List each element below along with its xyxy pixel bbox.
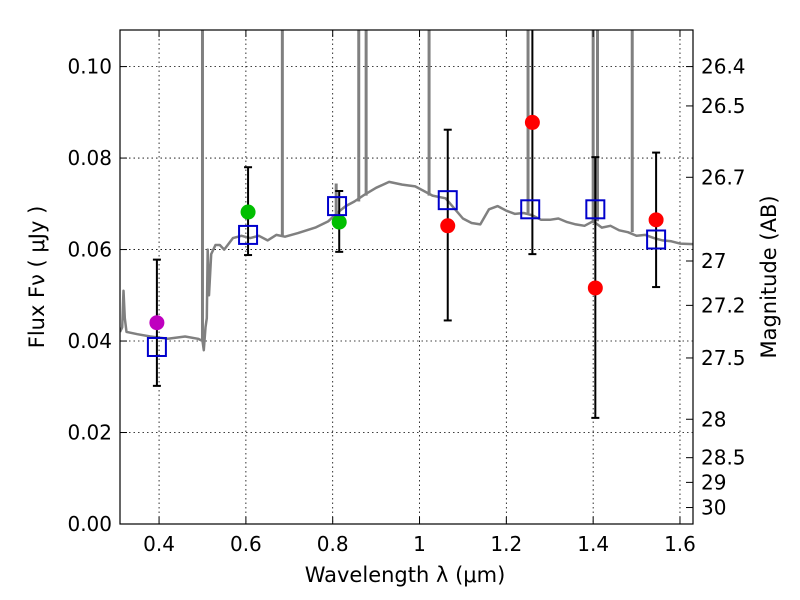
right-axis-label: Magnitude (AB) <box>757 195 781 358</box>
model-point <box>146 336 167 357</box>
plot-series <box>120 30 693 419</box>
y-tick-label: 0.06 <box>67 238 112 262</box>
y-axis-label: Flux Fν ( μJy ) <box>25 206 49 349</box>
y-tick-label: 0.00 <box>67 512 112 536</box>
sed-line <box>120 180 693 352</box>
mag-tick-label: 27.2 <box>701 293 746 317</box>
y-tick-label: 0.02 <box>67 421 112 445</box>
mag-tick-label: 28.5 <box>701 446 746 470</box>
observed-point <box>149 315 165 331</box>
x-tick-label: 1.6 <box>664 532 696 556</box>
model-point <box>646 229 667 250</box>
observed-point <box>331 214 347 230</box>
mag-tick-label: 26.4 <box>701 55 746 79</box>
mag-tick-label: 29 <box>701 470 726 494</box>
mag-tick-label: 26.7 <box>701 165 746 189</box>
model-point <box>238 224 259 245</box>
observed-point <box>648 212 664 228</box>
observed-point <box>440 218 456 234</box>
observed-point <box>587 280 603 296</box>
x-tick-label: 0.4 <box>143 532 175 556</box>
mag-tick-label: 27 <box>701 249 726 273</box>
mag-tick-label: 27.5 <box>701 346 746 370</box>
observed-point <box>240 204 256 220</box>
y-tick-label: 0.08 <box>67 146 112 170</box>
y-tick-label: 0.10 <box>67 55 112 79</box>
plot-frame <box>119 29 694 525</box>
mag-tick-label: 26.5 <box>701 94 746 118</box>
model-point <box>327 196 348 217</box>
x-tick-label: 0.6 <box>230 532 262 556</box>
x-axis-label: Wavelength λ (μm) <box>305 563 506 587</box>
y-tick-label: 0.04 <box>67 329 112 353</box>
model-point <box>437 190 458 211</box>
model-point <box>520 199 541 220</box>
observed-point <box>524 114 540 130</box>
mag-tick-label: 28 <box>701 407 726 431</box>
x-tick-label: 0.8 <box>317 532 349 556</box>
grid-lines <box>120 30 693 524</box>
x-tick-label: 1.4 <box>577 532 609 556</box>
x-tick-label: 1.2 <box>490 532 522 556</box>
model-point <box>585 199 606 220</box>
mag-tick-label: 30 <box>701 496 726 520</box>
x-tick-label: 1 <box>413 532 426 556</box>
axes: 0.4 0.6 0.8 1 1.2 1.4 1.6 0.00 0.02 0.04 0.06 0.08 0… <box>67 30 746 556</box>
